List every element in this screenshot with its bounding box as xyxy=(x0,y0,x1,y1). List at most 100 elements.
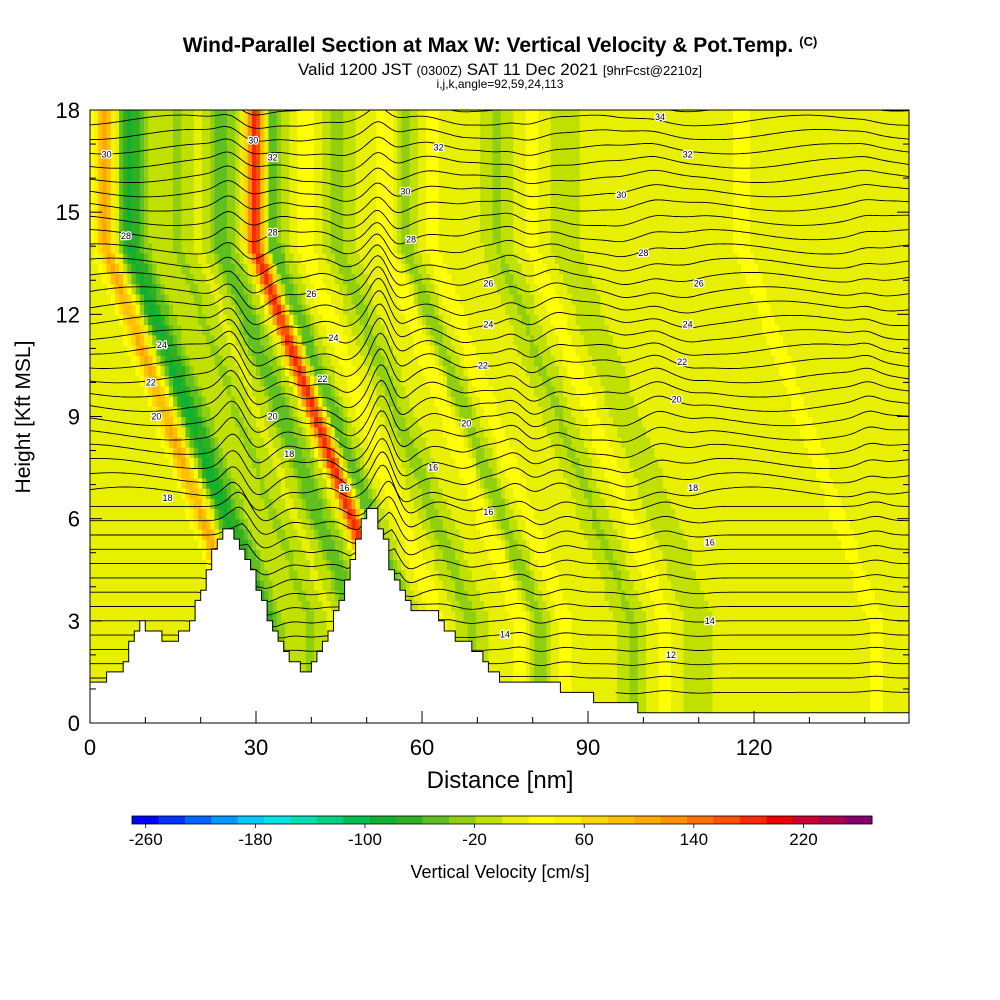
velocity-cell xyxy=(463,631,469,642)
velocity-cell xyxy=(173,631,178,642)
velocity-cell xyxy=(542,641,548,653)
velocity-cell xyxy=(762,620,768,632)
velocity-cell xyxy=(94,641,99,653)
velocity-cell xyxy=(841,600,846,612)
velocity-cell xyxy=(803,682,809,693)
velocity-cell xyxy=(173,559,178,571)
velocity-cell xyxy=(787,569,793,581)
velocity-cell xyxy=(617,549,622,561)
velocity-cell xyxy=(629,671,635,683)
velocity-cell xyxy=(803,467,809,479)
velocity-cell xyxy=(758,682,763,693)
velocity-cell xyxy=(446,590,452,601)
velocity-cell xyxy=(455,518,460,530)
velocity-cell xyxy=(558,528,564,540)
velocity-cell xyxy=(517,488,523,499)
velocity-cell xyxy=(554,539,560,550)
velocity-cell xyxy=(355,498,361,510)
velocity-cell xyxy=(480,559,485,571)
velocity-cell xyxy=(322,549,328,561)
velocity-cell xyxy=(525,467,531,479)
velocity-cell xyxy=(119,518,124,530)
velocity-cell xyxy=(98,671,104,683)
velocity-cell xyxy=(716,579,722,591)
velocity-cell xyxy=(542,539,548,550)
velocity-cell xyxy=(314,549,319,561)
velocity-cell xyxy=(658,467,664,479)
velocity-cell xyxy=(488,620,494,632)
velocity-cell xyxy=(675,549,680,561)
velocity-cell xyxy=(554,610,560,622)
velocity-cell xyxy=(899,467,905,479)
velocity-cell xyxy=(828,488,834,499)
velocity-cell xyxy=(268,549,274,561)
velocity-cell xyxy=(160,631,166,642)
velocity-cell xyxy=(156,590,162,601)
velocity-cell xyxy=(397,528,402,540)
velocity-cell xyxy=(189,457,195,469)
velocity-cell xyxy=(567,508,573,520)
velocity-cell xyxy=(430,579,436,591)
velocity-cell xyxy=(434,559,440,571)
velocity-cell xyxy=(583,641,589,653)
velocity-cell xyxy=(725,692,730,704)
velocity-cell xyxy=(596,600,602,612)
velocity-cell xyxy=(185,569,191,581)
velocity-cell xyxy=(832,467,838,479)
velocity-cell xyxy=(650,590,656,601)
velocity-cell xyxy=(550,631,556,642)
velocity-cell xyxy=(467,518,473,530)
title-text: Wind-Parallel Section at Max W: Vertical… xyxy=(182,34,794,57)
velocity-cell xyxy=(534,600,539,612)
velocity-cell xyxy=(754,600,759,612)
velocity-cell xyxy=(181,498,187,510)
velocity-cell xyxy=(98,549,104,561)
velocity-cell xyxy=(534,651,539,663)
velocity-cell xyxy=(455,559,460,571)
velocity-cell xyxy=(895,620,900,632)
velocity-cell xyxy=(658,559,664,571)
velocity-cell xyxy=(795,661,801,673)
velocity-cell xyxy=(828,610,834,622)
velocity-cell xyxy=(795,569,801,581)
velocity-cell xyxy=(758,641,763,653)
velocity-cell xyxy=(173,457,178,469)
velocity-cell xyxy=(799,498,805,510)
velocity-cell xyxy=(538,539,543,550)
velocity-cell xyxy=(500,610,506,622)
velocity-cell xyxy=(102,518,108,530)
velocity-cell xyxy=(496,600,502,612)
velocity-cell xyxy=(563,559,568,571)
velocity-cell xyxy=(820,600,826,612)
velocity-cell xyxy=(795,467,801,479)
velocity-cell xyxy=(799,620,805,632)
velocity-cell xyxy=(197,467,203,479)
velocity-cell xyxy=(824,477,830,489)
velocity-cell xyxy=(695,498,701,510)
velocity-cell xyxy=(812,682,817,693)
velocity-cell xyxy=(704,477,709,489)
velocity-cell xyxy=(114,651,120,663)
velocity-cell xyxy=(725,539,730,550)
velocity-cell xyxy=(700,661,705,673)
velocity-cell xyxy=(268,518,274,530)
velocity-cell xyxy=(384,518,390,530)
velocity-cell xyxy=(679,661,685,673)
velocity-cell xyxy=(837,579,842,591)
velocity-cell xyxy=(720,590,726,601)
velocity-cell xyxy=(197,508,203,520)
velocity-cell xyxy=(658,528,664,540)
velocity-cell xyxy=(500,661,506,673)
velocity-cell xyxy=(612,610,618,622)
velocity-cell xyxy=(899,559,905,571)
velocity-cell xyxy=(646,671,651,683)
velocity-cell xyxy=(538,518,543,530)
velocity-cell xyxy=(679,498,685,510)
velocity-cell xyxy=(529,610,535,622)
velocity-cell xyxy=(716,518,722,530)
velocity-cell xyxy=(861,518,867,530)
velocity-cell xyxy=(621,610,626,622)
velocity-cell xyxy=(480,579,485,591)
velocity-cell xyxy=(903,671,909,683)
velocity-cell xyxy=(143,498,149,510)
